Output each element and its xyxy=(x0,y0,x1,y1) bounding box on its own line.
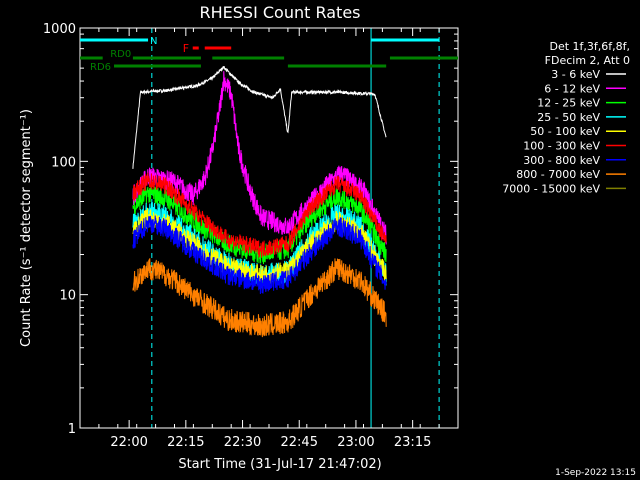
bar-label-n: N xyxy=(150,36,157,47)
x-tick-label-2: 22:30 xyxy=(224,435,261,450)
chart-title: RHESSI Count Rates xyxy=(200,3,361,22)
series-line-6 xyxy=(132,215,387,294)
x-tick-label-5: 23:15 xyxy=(394,435,431,450)
bar-label-rd6: RD6 xyxy=(90,62,111,73)
legend-header-0: Det 1f,3f,6f,8f, xyxy=(549,40,630,53)
annotation-bars: N F RD0 RD6 xyxy=(80,36,458,73)
y-tick-label-3: 1000 xyxy=(43,22,76,37)
legend-label-1: 6 - 12 keV xyxy=(544,82,600,95)
timestamp: 1-Sep-2022 13:15 xyxy=(555,468,636,478)
legend-label-6: 300 - 800 keV xyxy=(523,154,600,167)
y-tick-label-0: 1 xyxy=(68,422,76,437)
legend-label-3: 25 - 50 keV xyxy=(537,111,600,124)
series-line-5 xyxy=(132,172,387,259)
legend-label-5: 100 - 300 keV xyxy=(523,140,600,153)
x-axis-label: Start Time (31-Jul-17 21:47:02) xyxy=(178,457,381,472)
bar-label-f: F xyxy=(183,42,189,55)
bar-label-rd0: RD0 xyxy=(110,49,131,60)
legend-label-7: 800 - 7000 keV xyxy=(516,168,600,181)
x-tick-label-0: 22:00 xyxy=(110,435,147,450)
series-line-7 xyxy=(132,258,387,338)
legend-label-0: 3 - 6 keV xyxy=(551,68,600,81)
legend-label-8: 7000 - 15000 keV xyxy=(502,182,600,195)
legend-header-1: FDecim 2, Att 0 xyxy=(545,54,630,67)
x-tick-label-4: 23:00 xyxy=(337,435,374,450)
series-line-1 xyxy=(132,71,387,245)
legend-label-4: 50 - 100 keV xyxy=(530,125,600,138)
series-layer xyxy=(132,66,387,338)
y-tick-label-2: 100 xyxy=(51,155,76,170)
y-tick-label-1: 10 xyxy=(59,289,76,304)
x-tick-label-3: 22:45 xyxy=(281,435,318,450)
legend: Det 1f,3f,6f,8f,FDecim 2, Att 03 - 6 keV… xyxy=(502,40,630,195)
y-axis-label: Count Rate (s⁻¹ detector segment⁻¹) xyxy=(19,109,34,347)
legend-label-2: 12 - 25 keV xyxy=(537,97,600,110)
x-tick-label-1: 22:15 xyxy=(167,435,204,450)
series-line-0 xyxy=(132,66,387,169)
